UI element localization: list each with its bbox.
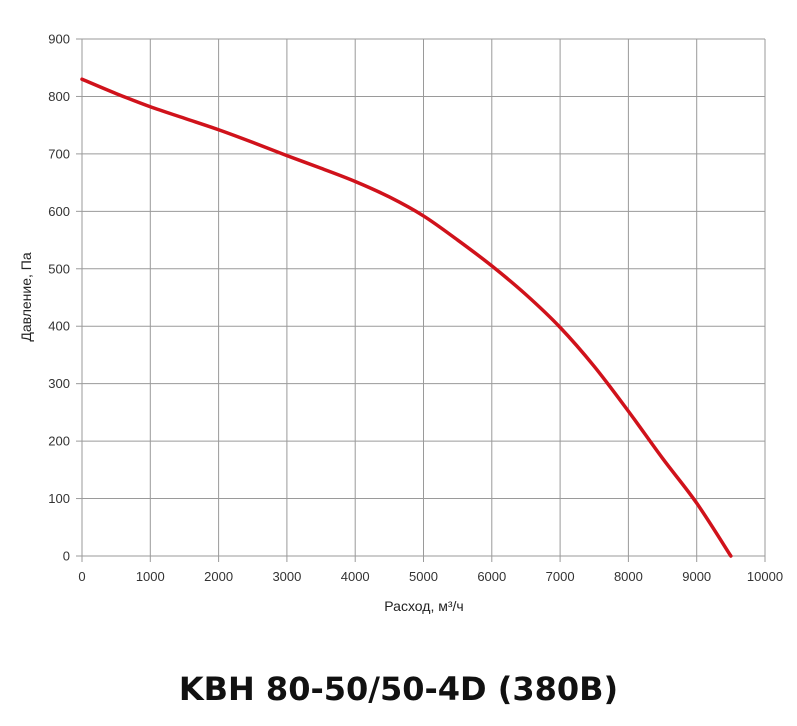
x-tick-labels: 0 1000 2000 3000 4000 5000 6000 7000 8000 9000 100…: [78, 569, 783, 584]
curve-point: [149, 105, 152, 108]
x-tick-label: 10000: [747, 569, 783, 584]
curve-point: [81, 78, 84, 81]
curve-point: [456, 239, 459, 242]
x-tick-label: 5000: [409, 569, 438, 584]
curve-point: [183, 117, 186, 120]
y-tick-label: 700: [48, 146, 70, 161]
curve-point: [695, 502, 698, 505]
pressure-flow-chart: 0 1000 2000 3000 4000 5000 6000 7000 8000 9000 100…: [18, 32, 783, 615]
chart-title: KBH 80-50/50-4D (380B): [178, 670, 619, 708]
y-tick-label: 300: [48, 376, 70, 391]
curve-point: [422, 214, 425, 217]
y-tick-label: 400: [48, 319, 70, 334]
curve-point: [627, 410, 630, 413]
x-tick-label: 2000: [204, 569, 233, 584]
x-tick-label: 4000: [341, 569, 370, 584]
x-tick-label: 0: [78, 569, 85, 584]
curve-point: [251, 141, 254, 144]
x-axis-label: Расход, м³/ч: [384, 598, 463, 614]
y-tick-label: 500: [48, 261, 70, 276]
x-tick-label: 6000: [477, 569, 506, 584]
y-axis-label: Давление, Па: [18, 252, 34, 342]
curve-point: [217, 128, 220, 131]
curve-point: [285, 154, 288, 157]
curve-point: [524, 293, 527, 296]
curve-point: [320, 167, 323, 170]
axes: [76, 38, 766, 562]
curve-point: [729, 555, 732, 558]
y-tick-label: 600: [48, 204, 70, 219]
y-tick-label: 200: [48, 434, 70, 449]
x-tick-label: 7000: [546, 569, 575, 584]
x-tick-label: 1000: [136, 569, 165, 584]
curve-point: [661, 457, 664, 460]
performance-curve: [80, 77, 733, 558]
x-tick-label: 3000: [272, 569, 301, 584]
curve-point: [115, 92, 118, 95]
x-tick-label: 8000: [614, 569, 643, 584]
series: [80, 77, 733, 558]
curve-point: [354, 180, 357, 183]
y-tick-label: 0: [63, 549, 70, 564]
y-tick-label: 100: [48, 491, 70, 506]
curve-point: [388, 195, 391, 198]
curve-point: [593, 365, 596, 368]
x-tick-label: 9000: [682, 569, 711, 584]
y-tick-label: 900: [48, 32, 70, 47]
y-tick-label: 800: [48, 89, 70, 104]
curve-point: [559, 326, 562, 329]
curve-point: [490, 264, 493, 267]
y-tick-labels: 0 100 200 300 400 500 600 700 800 900: [48, 32, 70, 564]
